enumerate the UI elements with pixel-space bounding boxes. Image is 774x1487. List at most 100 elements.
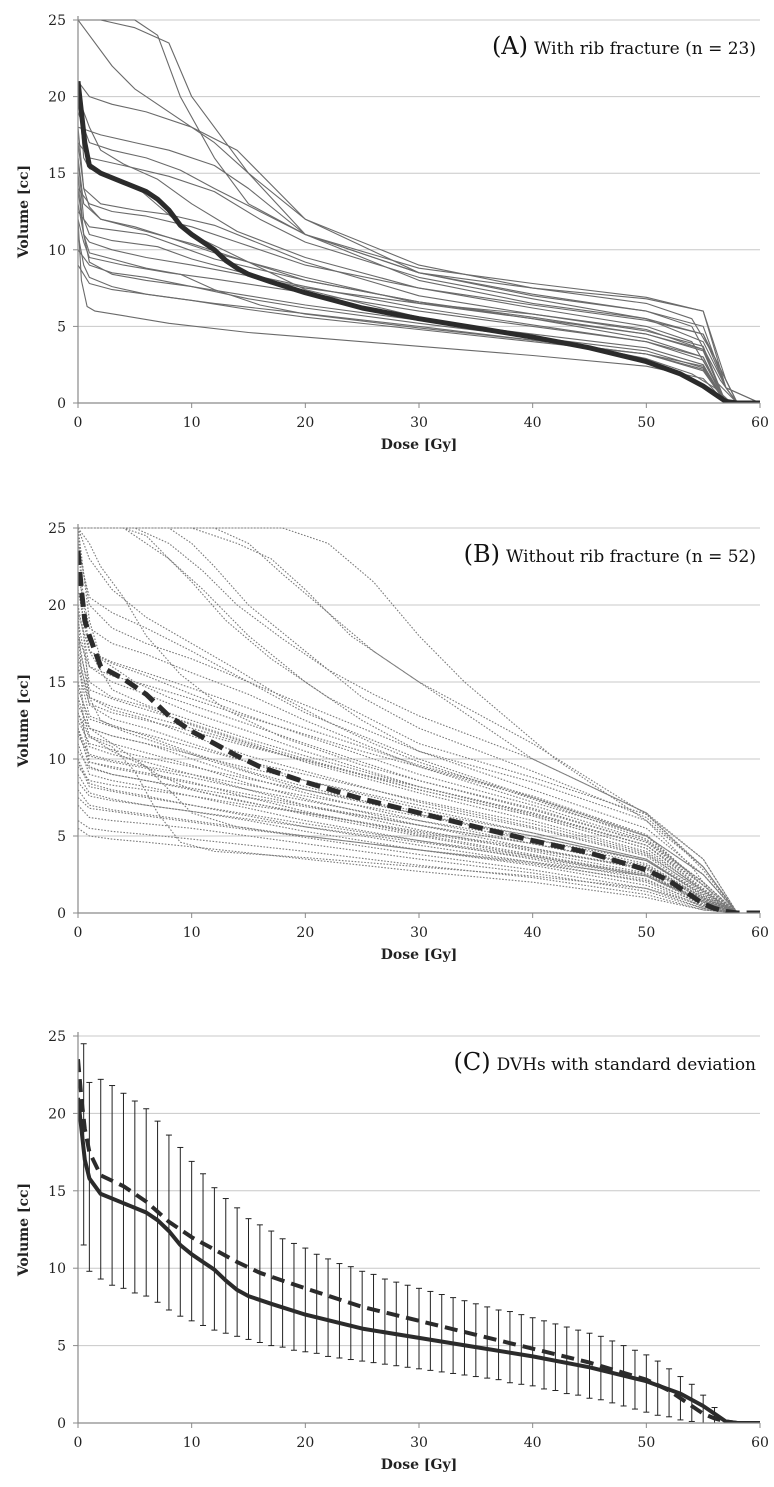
individual-dvh-curve (78, 743, 760, 913)
panel-title-text: DVHs with standard deviation (497, 1055, 756, 1075)
y-tick-label: 0 (57, 1416, 66, 1432)
individual-dvh-curve (78, 173, 760, 403)
individual-dvh-curve (78, 612, 760, 913)
y-axis-title: Volume [cc] (16, 165, 32, 259)
individual-dvh-curve (78, 735, 760, 913)
y-tick-label: 15 (48, 166, 66, 182)
individual-dvh-curve (78, 527, 760, 913)
individual-dvh-curve (78, 80, 760, 403)
individual-dvh-curve (78, 666, 760, 913)
y-tick-label: 5 (57, 1339, 66, 1355)
y-tick-label: 20 (48, 90, 66, 106)
y-tick-label: 15 (48, 675, 66, 691)
individual-dvh-curve (78, 658, 760, 913)
y-tick-label: 25 (48, 521, 66, 537)
x-tick-label: 50 (637, 1435, 655, 1451)
x-tick-label: 60 (751, 1435, 769, 1451)
individual-dvh-curve (78, 635, 760, 913)
panel-c-x-tick-labels: 0 10 20 30 40 50 60 (74, 1435, 769, 1451)
individual-dvh-curve (78, 96, 760, 403)
x-tick-label: 30 (410, 925, 428, 941)
y-tick-label: 5 (57, 319, 66, 335)
individual-dvh-curve (78, 766, 760, 913)
panel-c-axes (73, 1032, 761, 1428)
individual-dvh-curve (78, 527, 760, 913)
individual-dvh-curve (78, 219, 760, 403)
individual-dvh-curve (78, 527, 760, 913)
x-tick-label: 20 (296, 925, 314, 941)
x-tick-label: 40 (524, 925, 542, 941)
individual-dvh-curve (78, 188, 760, 403)
x-tick-label: 30 (410, 415, 428, 431)
individual-dvh-curve (78, 589, 760, 913)
panel-b-y-tick-labels: 0 5 10 15 20 25 (48, 521, 66, 922)
individual-dvh-curve (78, 761, 760, 913)
x-tick-label: 0 (74, 1435, 83, 1451)
individual-dvh-curve (78, 142, 760, 403)
individual-dvh-curve (78, 234, 760, 403)
individual-dvh-curve (78, 527, 760, 913)
individual-dvh-curve (78, 789, 760, 913)
panel-b-x-tick-labels: 0 10 20 30 40 50 60 (74, 925, 769, 941)
individual-dvh-curve (78, 527, 760, 913)
x-tick-label: 50 (637, 415, 655, 431)
panel-a: 0 5 10 15 20 25 0 10 20 30 40 50 60 Dose… (16, 13, 769, 453)
individual-dvh-curve (78, 697, 760, 913)
x-tick-label: 20 (296, 1435, 314, 1451)
individual-dvh-curve (78, 527, 760, 913)
individual-dvh-curve (78, 527, 760, 913)
individual-dvh-curve (78, 527, 760, 913)
individual-dvh-curve (78, 689, 760, 913)
individual-dvh-curve (78, 758, 760, 913)
x-tick-label: 10 (183, 925, 201, 941)
x-tick-label: 60 (751, 925, 769, 941)
individual-dvh-curve (78, 249, 760, 403)
mean-dvh-curve (78, 81, 760, 403)
x-tick-label: 60 (751, 415, 769, 431)
x-axis-title: Dose [Gy] (381, 437, 457, 453)
panel-b-mean-curve (78, 550, 760, 913)
panel-a-mean-curve (78, 81, 760, 403)
panel-letter: (B) (464, 540, 500, 568)
x-tick-label: 0 (74, 415, 83, 431)
y-tick-label: 15 (48, 1184, 66, 1200)
y-axis-title: Volume [cc] (16, 1183, 32, 1277)
panel-a-axes (73, 16, 761, 408)
x-tick-label: 30 (410, 1435, 428, 1451)
panel-c-y-tick-labels: 0 5 10 15 20 25 (48, 1029, 66, 1432)
individual-dvh-curve (78, 797, 760, 913)
individual-dvh-curve (78, 527, 760, 913)
y-tick-label: 25 (48, 13, 66, 29)
panel-a-x-tick-labels: 0 10 20 30 40 50 60 (74, 415, 769, 431)
panel-letter: (C) (454, 1048, 491, 1076)
y-tick-label: 0 (57, 396, 66, 412)
individual-dvh-curve (78, 727, 760, 913)
individual-dvh-curve (78, 604, 760, 913)
x-tick-label: 40 (524, 1435, 542, 1451)
panel-c: 0 5 10 15 20 25 0 10 20 30 40 50 60 Dose… (16, 1029, 769, 1473)
panel-title: (C) DVHs with standard deviation (454, 1048, 757, 1076)
panel-letter: (A) (492, 32, 528, 60)
individual-dvh-curve (78, 731, 760, 913)
panel-b: 0 5 10 15 20 25 0 10 20 30 40 50 60 Dose… (16, 521, 769, 963)
mean-dvh-curve-with-fracture (78, 1097, 760, 1423)
y-tick-label: 10 (48, 752, 66, 768)
panel-title: (A) With rib fracture (n = 23) (492, 32, 756, 60)
mean-dvh-curve (78, 550, 760, 913)
individual-dvh-curve (78, 804, 760, 913)
individual-dvh-curve (78, 527, 760, 913)
x-axis-title: Dose [Gy] (381, 1457, 457, 1473)
x-tick-label: 10 (183, 415, 201, 431)
individual-dvh-curve (78, 681, 760, 913)
individual-dvh-curve (78, 774, 760, 913)
y-tick-label: 20 (48, 1106, 66, 1122)
individual-dvh-curve (78, 127, 760, 403)
individual-dvh-curve (78, 820, 760, 913)
y-tick-label: 25 (48, 1029, 66, 1045)
y-tick-label: 5 (57, 829, 66, 845)
y-tick-label: 20 (48, 598, 66, 614)
individual-dvh-curve (78, 111, 760, 403)
panel-title: (B) Without rib fracture (n = 52) (464, 540, 756, 568)
x-tick-label: 40 (524, 415, 542, 431)
